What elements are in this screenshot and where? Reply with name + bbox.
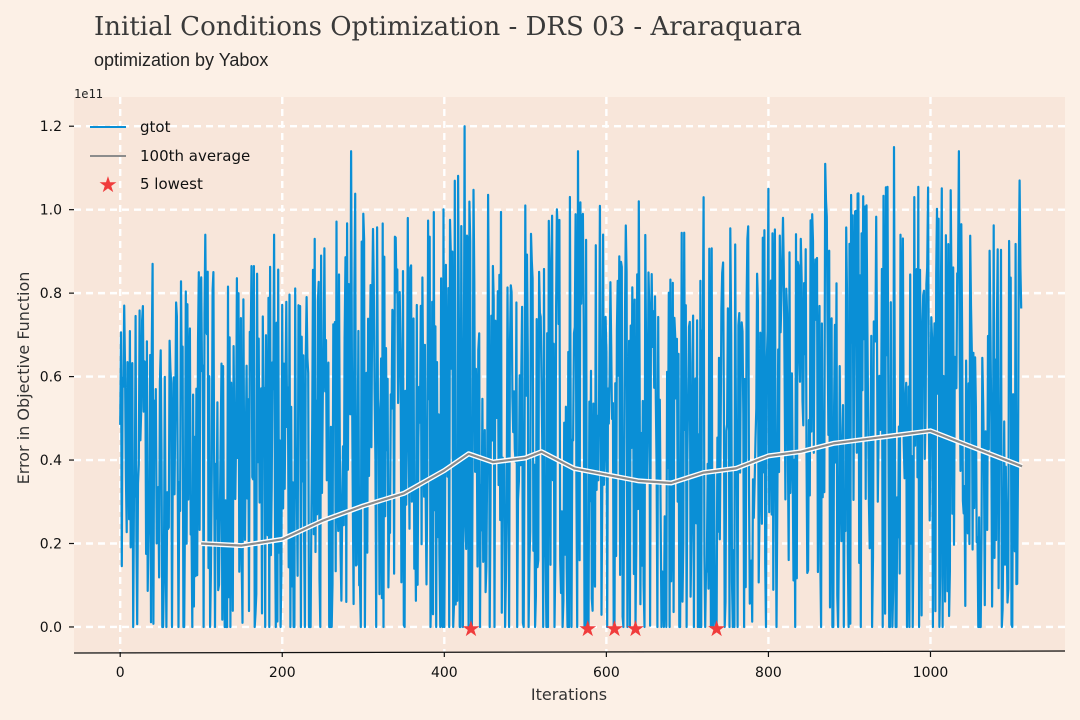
lowest-point-star: ★ [461,617,481,642]
chart-title: Initial Conditions Optimization - DRS 03… [94,12,802,42]
x-axis-line [73,650,1066,654]
legend: gtot 100th average ★ 5 lowest [90,118,250,198]
y-axis-title: Error in Objective Function [14,272,33,485]
series-100th-average [201,428,1024,549]
gtot-line [119,125,1023,629]
lowest-point-star: ★ [605,617,625,642]
x-tick-label: 0 [116,665,125,681]
y-tick-label: 0.4 [40,453,62,469]
x-tick-label: 200 [269,665,296,681]
y-tick-label: 0.8 [40,286,62,302]
average-line [201,429,1023,547]
x-tick-label: 1000 [913,665,949,681]
legend-swatch-star: ★ [98,173,118,198]
x-axis-title: Iterations [531,685,607,704]
x-tick-label: 600 [593,665,620,681]
series-5-lowest: ★ ★ ★ ★ ★ [461,617,726,642]
series-gtot [119,125,1023,629]
legend-label-average: 100th average [140,147,250,165]
y-tick-label: 0.6 [40,370,62,386]
lowest-point-star: ★ [707,617,727,642]
chart-subtitle: optimization by Yabox [94,50,269,70]
y-tick-label: 1.0 [40,203,62,219]
x-axis-ticks: 0 200 400 600 800 1000 [116,652,949,681]
y-tick-label: 1.2 [40,119,62,135]
legend-label-lowest: 5 lowest [140,175,203,193]
legend-label-gtot: gtot [140,118,171,136]
x-tick-label: 400 [431,665,458,681]
y-axis-exponent: 1e11 [74,87,103,101]
lowest-point-star: ★ [578,617,598,642]
y-tick-label: 0.2 [40,537,62,553]
y-tick-label: 0.0 [40,620,62,636]
x-tick-label: 800 [755,665,782,681]
lowest-point-star: ★ [626,617,646,642]
y-axis-ticks: 0.0 0.2 0.4 0.6 0.8 1.0 1.2 [40,119,74,636]
